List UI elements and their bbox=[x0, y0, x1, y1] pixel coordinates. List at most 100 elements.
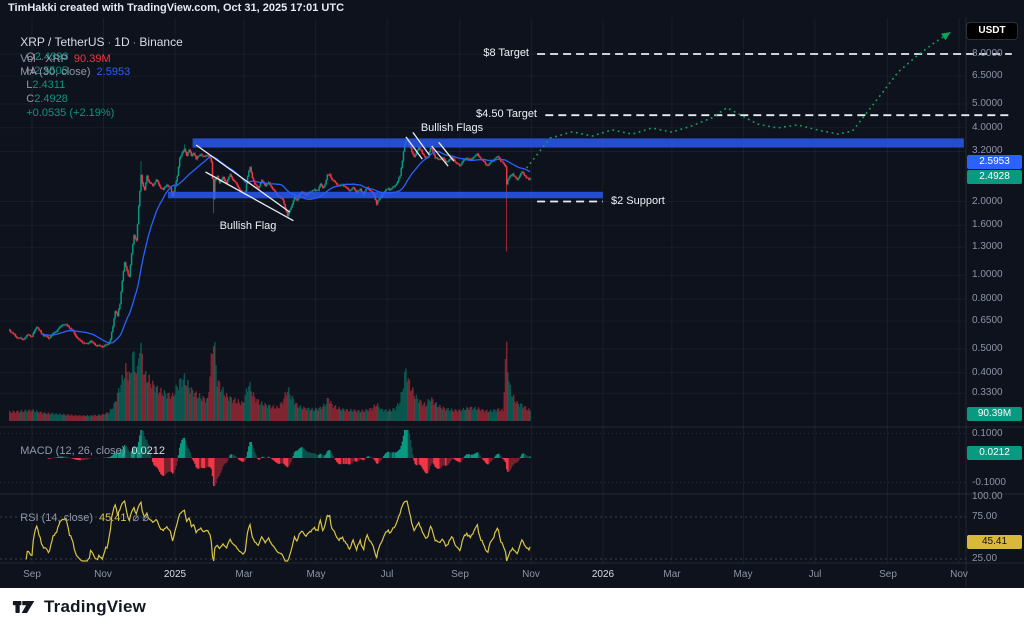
macd-tick-label[interactable]: -0.1000 bbox=[972, 477, 1006, 488]
rsi-tick-label[interactable]: 25.00 bbox=[972, 553, 998, 564]
time-tick-label[interactable]: Sep bbox=[23, 569, 41, 580]
time-tick-label[interactable]: Nov bbox=[522, 569, 540, 580]
low-value: 2.4311 bbox=[32, 79, 66, 91]
price-tick-label[interactable]: 1.6000 bbox=[972, 219, 1003, 230]
price-tick-label[interactable]: 3.2000 bbox=[972, 145, 1003, 156]
price-tick-label[interactable]: 4.0000 bbox=[972, 122, 1003, 133]
target-line-label[interactable]: $2 Support bbox=[611, 195, 665, 207]
target-line-label[interactable]: $8 Target bbox=[483, 47, 529, 59]
flag-pattern-label[interactable]: Bullish Flags bbox=[420, 122, 484, 134]
projection-arrowhead bbox=[941, 32, 951, 41]
projection-path[interactable] bbox=[525, 31, 952, 169]
price-tick-label[interactable]: 2.0000 bbox=[972, 196, 1003, 207]
macd-label: MACD (12, 26, close) bbox=[20, 445, 126, 457]
time-tick-label[interactable]: May bbox=[733, 569, 753, 580]
symbol-name: XRP / TetherUS bbox=[20, 35, 105, 49]
rsi-value-badge: 45.41 bbox=[967, 535, 1022, 549]
time-tick-label[interactable]: Mar bbox=[663, 569, 681, 580]
price-tick-label[interactable]: 6.5000 bbox=[972, 70, 1003, 81]
legend-separator: · bbox=[129, 37, 140, 49]
tradingview-wordmark[interactable]: TradingView bbox=[44, 597, 147, 616]
flag-trend-line[interactable] bbox=[431, 145, 449, 167]
flag-trend-line[interactable] bbox=[195, 144, 291, 213]
resistance-zone[interactable] bbox=[192, 138, 964, 148]
change-value: +0.0535 (+2.19%) bbox=[26, 107, 115, 119]
time-tick-label[interactable]: Jul bbox=[808, 569, 822, 580]
price-tick-label[interactable]: 1.0000 bbox=[972, 269, 1003, 280]
price-tick-label[interactable]: 5.0000 bbox=[972, 98, 1003, 109]
time-tick-label[interactable]: Nov bbox=[94, 569, 112, 580]
flag-trend-line[interactable] bbox=[438, 141, 455, 162]
close-label: C bbox=[26, 93, 35, 105]
rsi-label: RSI (14, close) bbox=[20, 512, 93, 524]
time-tick-label[interactable]: Jul bbox=[380, 569, 394, 580]
rsi-tick-label[interactable]: 75.00 bbox=[972, 511, 998, 522]
low-label: L bbox=[26, 79, 33, 91]
macd-histogram-pos-fading bbox=[62, 430, 530, 458]
candle-wicks-down bbox=[9, 139, 530, 349]
macd-histogram-neg bbox=[47, 458, 509, 486]
close-value: 2.4928 bbox=[34, 93, 68, 105]
volume-bars-down bbox=[8, 341, 530, 421]
volume-value-badge: 90.39M bbox=[967, 407, 1022, 421]
volume-bars-up bbox=[19, 342, 531, 421]
ma-legend-row[interactable]: MA (30, close) 2.5953 bbox=[8, 51, 130, 93]
last-price-badge: 2.4928 bbox=[967, 170, 1022, 184]
price-tick-label[interactable]: 0.6500 bbox=[972, 315, 1003, 326]
time-tick-label[interactable]: 2026 bbox=[591, 569, 615, 580]
rsi-value: 45.41 bbox=[98, 512, 127, 524]
legend-separator: · bbox=[104, 37, 115, 49]
time-tick-label[interactable]: May bbox=[306, 569, 326, 580]
symbol-interval: 1D bbox=[114, 35, 130, 49]
price-tick-label[interactable]: 0.4000 bbox=[972, 367, 1003, 378]
macd-histogram-pos bbox=[53, 430, 531, 458]
flag-pattern-label[interactable]: Bullish Flag bbox=[219, 220, 277, 232]
high-value: 2.5505 bbox=[34, 65, 68, 77]
candle-bodies-down bbox=[8, 140, 530, 348]
high-label: H bbox=[26, 65, 35, 77]
time-tick-label[interactable]: Mar bbox=[235, 569, 253, 580]
price-tick-label[interactable]: 8.0000 bbox=[972, 48, 1003, 59]
ma-value-badge: 2.5953 bbox=[967, 155, 1022, 169]
symbol-exchange: Binance bbox=[139, 35, 183, 49]
flag-trend-line[interactable] bbox=[412, 132, 430, 156]
rsi-tick-label[interactable]: 100.00 bbox=[972, 491, 1003, 502]
macd-value-badge: 0.0212 bbox=[967, 446, 1022, 460]
ma-value: 2.5953 bbox=[96, 66, 131, 78]
symbol-legend-row[interactable]: XRP / TetherUS · 1D · Binance O2.4393 H2… bbox=[8, 21, 183, 134]
footer-bar: TradingView bbox=[0, 588, 1024, 626]
support-zone[interactable] bbox=[168, 191, 603, 199]
target-line-label[interactable]: $4.50 Target bbox=[476, 108, 537, 120]
macd-tick-label[interactable]: 0.1000 bbox=[972, 428, 1003, 439]
flag-trend-line[interactable] bbox=[205, 171, 294, 222]
tradingview-logo-icon[interactable] bbox=[12, 595, 36, 619]
rsi-legend-row[interactable]: RSI (14, close) 45.41 ⌀ ⌀ bbox=[8, 497, 149, 539]
volume-label: Vol · XRP bbox=[20, 53, 68, 65]
time-tick-label[interactable]: 2025 bbox=[163, 569, 187, 580]
grid-lines bbox=[0, 18, 966, 563]
chart-canvas[interactable] bbox=[0, 0, 1024, 588]
open-value: 2.4393 bbox=[34, 51, 69, 63]
rsi-line[interactable] bbox=[25, 499, 531, 562]
price-tick-label[interactable]: 1.3000 bbox=[972, 241, 1003, 252]
volume-value: 90.39M bbox=[73, 53, 111, 65]
volume-legend-row[interactable]: Vol · XRP 90.39M bbox=[8, 38, 111, 80]
price-tick-label[interactable]: 0.5000 bbox=[972, 343, 1003, 354]
open-label: O bbox=[26, 51, 35, 63]
candle-bodies-up bbox=[19, 140, 531, 348]
chart-attribution-title: TimHakki created with TradingView.com, O… bbox=[8, 2, 345, 14]
ma-label: MA (30, close) bbox=[20, 66, 91, 78]
macd-value: 0.0212 bbox=[131, 445, 166, 457]
currency-toggle-button[interactable]: USDT bbox=[966, 22, 1018, 40]
price-tick-label[interactable]: 0.8000 bbox=[972, 293, 1003, 304]
time-tick-label[interactable]: Nov bbox=[950, 569, 968, 580]
flag-trend-line[interactable] bbox=[405, 136, 423, 160]
candle-wicks-up bbox=[20, 137, 531, 348]
time-tick-label[interactable]: Sep bbox=[879, 569, 897, 580]
time-tick-label[interactable]: Sep bbox=[451, 569, 469, 580]
price-tick-label[interactable]: 0.3300 bbox=[972, 387, 1003, 398]
macd-histogram-neg-fading bbox=[50, 458, 521, 486]
rsi-hidden-smoothing-icons: ⌀ ⌀ bbox=[132, 512, 149, 524]
macd-legend-row[interactable]: MACD (12, 26, close) 0.0212 bbox=[8, 430, 165, 472]
